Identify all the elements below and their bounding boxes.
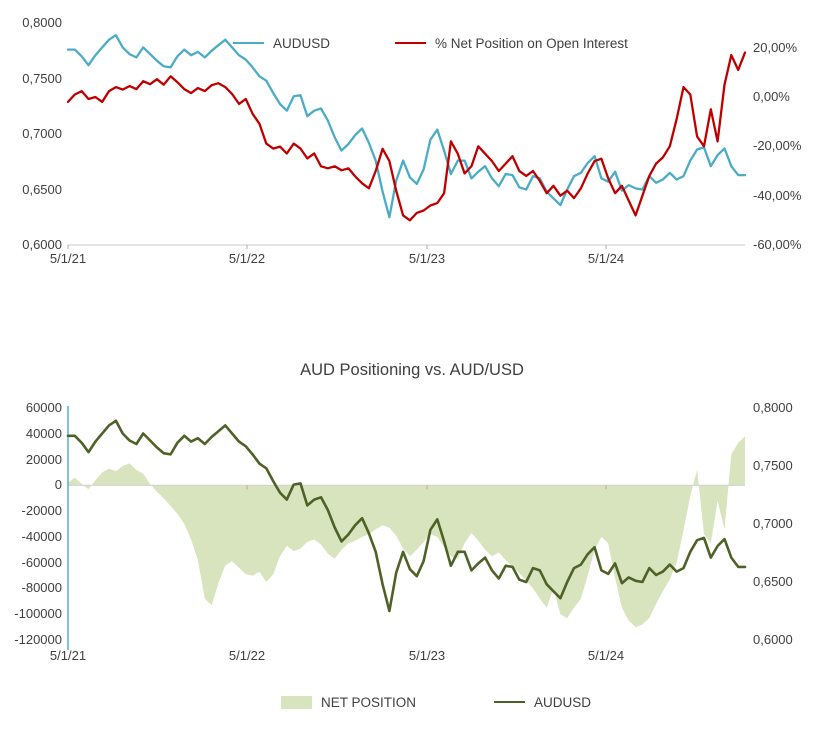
net-position-on-open-interest-line-series — [66, 51, 747, 222]
net-position-area-swatch — [281, 695, 312, 709]
audusd-line-series — [66, 419, 747, 613]
pct-net-position-line-swatch — [395, 42, 427, 44]
legend-label-pct-net-position: % Net Position on Open Interest — [435, 35, 628, 51]
audusd-line-swatch — [233, 42, 264, 44]
audusd-dark-line-swatch — [494, 701, 526, 703]
net-position-area-series — [68, 436, 745, 628]
legend-item-pct-net-position: % Net Position on Open Interest — [395, 36, 628, 51]
bottom-chart-title: AUD Positioning vs. AUD/USD — [300, 361, 524, 379]
legend-item-audusd-bottom: AUDUSD — [494, 695, 591, 710]
legend-label-audusd-bottom: AUDUSD — [534, 694, 592, 710]
bottom-chart-legend: NET POSITION AUDUSD — [281, 694, 591, 710]
legend-item-audusd: AUDUSD — [233, 36, 330, 51]
audusd-line-series — [66, 34, 747, 219]
top-chart-legend: AUDUSD % Net Position on Open Interest — [233, 35, 628, 51]
legend-label-net-position: NET POSITION — [321, 694, 417, 710]
legend-item-net-position: NET POSITION — [281, 695, 416, 710]
legend-label-audusd: AUDUSD — [273, 35, 331, 51]
